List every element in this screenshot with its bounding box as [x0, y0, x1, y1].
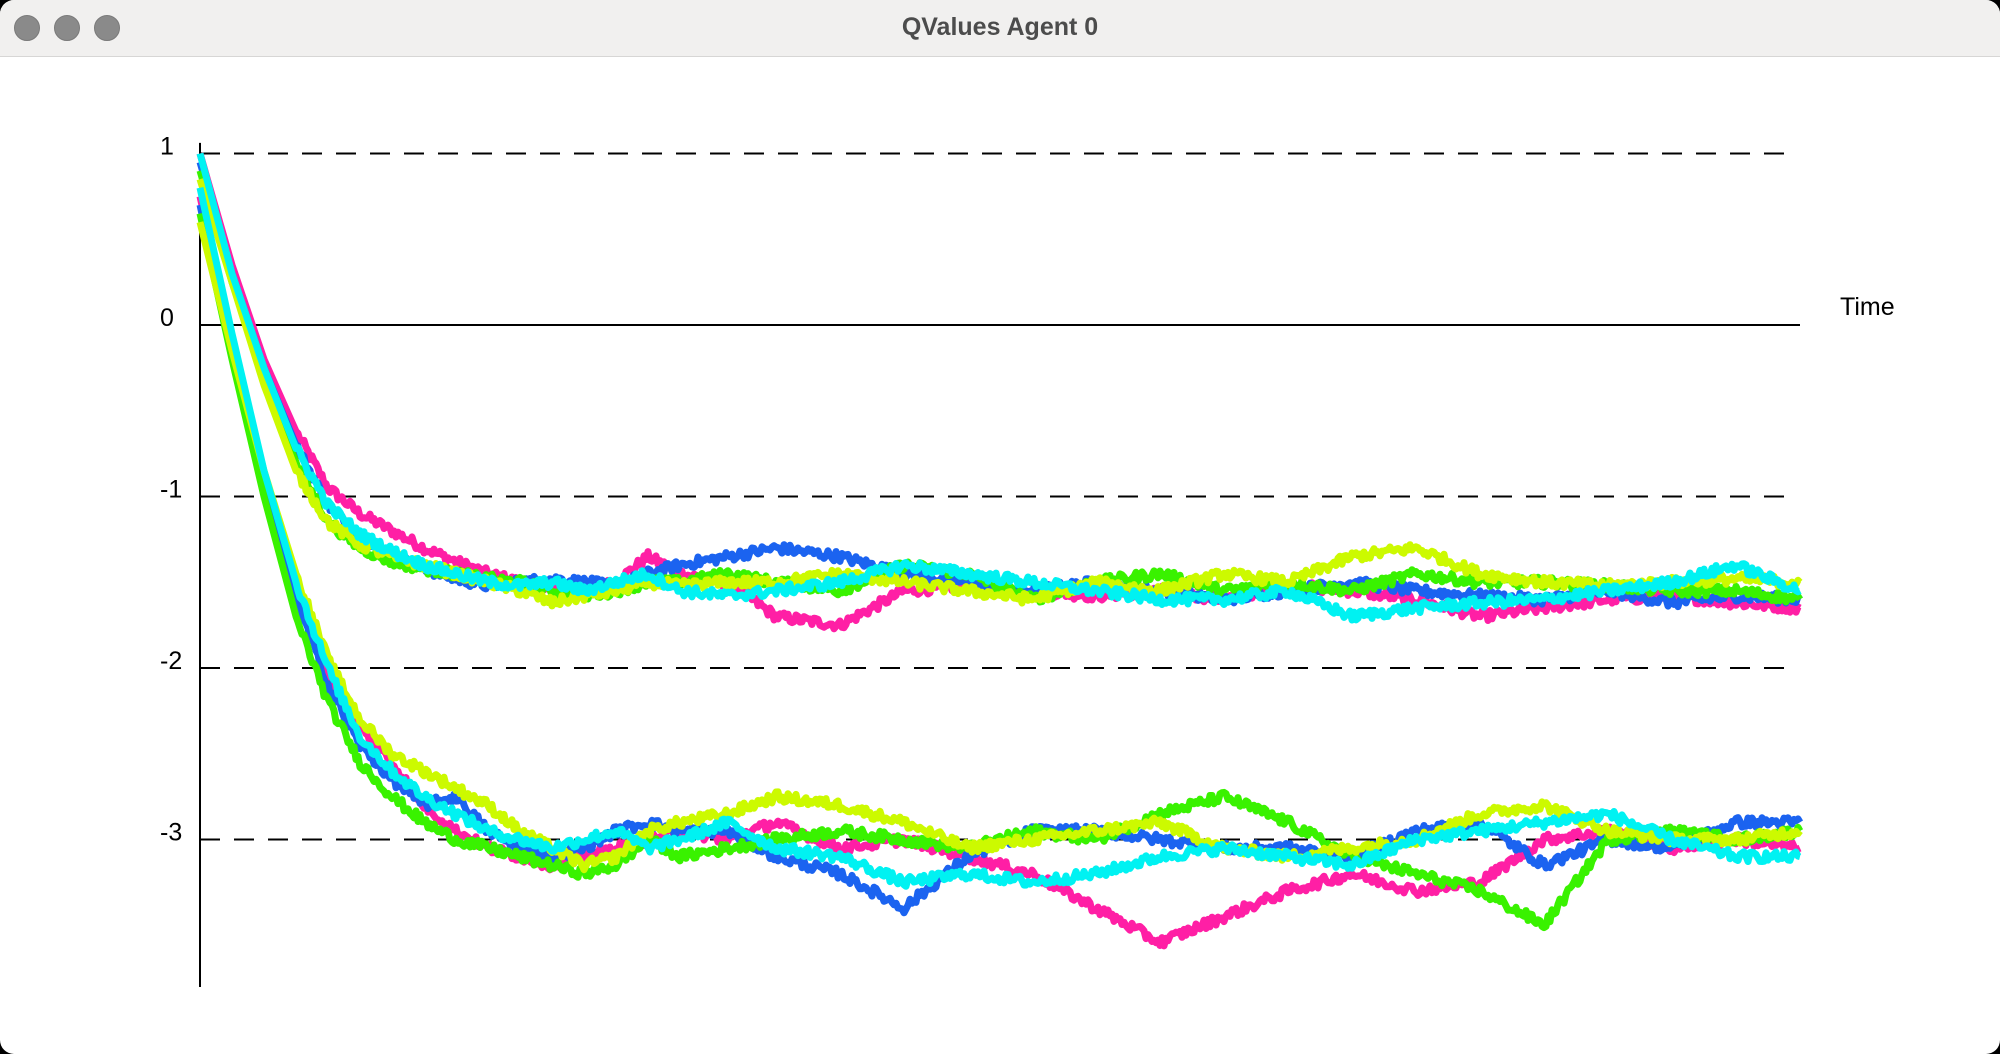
series-line [196, 178, 1803, 610]
y-tick-label: -2 [160, 647, 182, 675]
series-line [196, 221, 1803, 874]
y-tick-label: -3 [160, 819, 182, 847]
series-line [196, 212, 1804, 932]
minimize-window-button[interactable] [54, 15, 80, 41]
window-title: QValues Agent 0 [901, 13, 1099, 41]
y-tick-label: -1 [160, 476, 182, 504]
x-axis-label: Time [1840, 293, 1895, 321]
chart-area: 1 0 -1 -2 -3 Time [0, 57, 2000, 1054]
title-bar[interactable]: QValues Agent 0 [0, 0, 2000, 57]
series-line [196, 169, 1803, 606]
series-line [196, 152, 1802, 624]
zoom-window-button[interactable] [94, 15, 120, 41]
series-line [196, 161, 1803, 611]
series-line [196, 187, 1802, 890]
close-window-button[interactable] [14, 15, 40, 41]
series-line [196, 152, 1802, 633]
y-tick-label: 1 [160, 133, 174, 161]
y-tick-label: 0 [160, 304, 174, 332]
series-line [196, 195, 1802, 950]
qvalues-chart: 1 0 -1 -2 -3 Time [160, 133, 1895, 987]
